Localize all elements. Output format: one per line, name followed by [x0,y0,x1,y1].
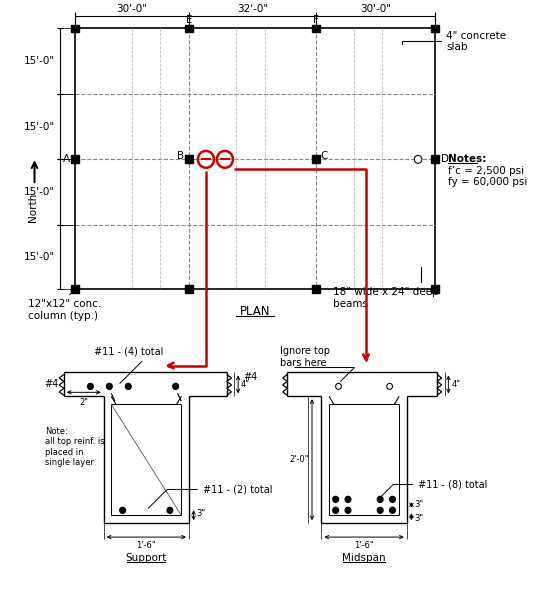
Text: F: F [313,15,319,24]
Text: 32'-0": 32'-0" [237,4,268,14]
Text: #4: #4 [44,379,58,390]
Text: A: A [62,155,70,165]
Text: 2": 2" [80,398,88,407]
Circle shape [377,497,383,503]
Text: 30'-0": 30'-0" [360,4,391,14]
Text: 1'-6": 1'-6" [354,541,374,550]
Bar [71,24,79,33]
Text: B: B [177,152,184,162]
Text: #4: #4 [243,372,258,382]
Text: 4": 4" [241,380,250,389]
Text: fy = 60,000 psi: fy = 60,000 psi [448,177,527,187]
Text: Support: Support [126,553,167,563]
Circle shape [345,507,351,513]
Bar [185,155,193,163]
Bar [312,285,320,293]
Circle shape [88,384,93,390]
Text: 4" concrete
slab: 4" concrete slab [402,31,506,52]
Circle shape [333,507,339,513]
Text: 15'-0": 15'-0" [24,56,55,66]
Text: North: North [28,193,38,223]
Text: 3": 3" [414,500,424,509]
Bar [431,24,439,33]
Bar [71,155,79,163]
Text: #11 - (4) total: #11 - (4) total [94,347,163,384]
Text: Notes:: Notes: [448,155,487,165]
Text: 1'-6": 1'-6" [136,541,156,550]
Bar [185,24,193,33]
Text: PLAN: PLAN [240,305,270,318]
Text: D: D [441,155,449,165]
Text: E: E [186,15,192,24]
Bar [312,155,320,163]
Bar [431,285,439,293]
Text: 3": 3" [414,514,424,523]
Circle shape [345,497,351,503]
Circle shape [377,507,383,513]
Text: #11 - (8) total: #11 - (8) total [380,480,487,497]
Circle shape [126,384,131,390]
Circle shape [390,497,395,503]
Text: 15'-0": 15'-0" [24,121,55,131]
Text: 2'-0": 2'-0" [289,455,309,464]
Circle shape [120,507,126,513]
Bar [185,285,193,293]
Text: Note:
all top reinf. is
placed in
single layer: Note: all top reinf. is placed in single… [45,427,104,467]
Bar [431,155,439,163]
Bar [71,285,79,293]
Text: 30'-0": 30'-0" [116,4,148,14]
Circle shape [167,507,173,513]
Text: #11 - (2) total: #11 - (2) total [148,484,273,509]
Text: 12"x12" conc.
column (typ.): 12"x12" conc. column (typ.) [28,289,101,321]
Text: 18" wide x 24" deep
beams: 18" wide x 24" deep beams [333,267,438,309]
Circle shape [333,497,339,503]
Text: Ignore top
bars here: Ignore top bars here [280,346,330,368]
Bar [312,24,320,33]
Circle shape [390,507,395,513]
Text: 3": 3" [196,509,206,518]
Circle shape [414,155,422,163]
Text: 4": 4" [451,380,460,389]
Circle shape [335,384,341,390]
Text: 15'-0": 15'-0" [24,187,55,197]
Text: 15'-0": 15'-0" [24,252,55,262]
Text: f’c = 2,500 psi: f’c = 2,500 psi [448,166,524,176]
Circle shape [387,384,393,390]
Circle shape [173,384,179,390]
Text: Midspan: Midspan [342,553,386,563]
Text: C: C [320,152,328,162]
Circle shape [107,384,112,390]
